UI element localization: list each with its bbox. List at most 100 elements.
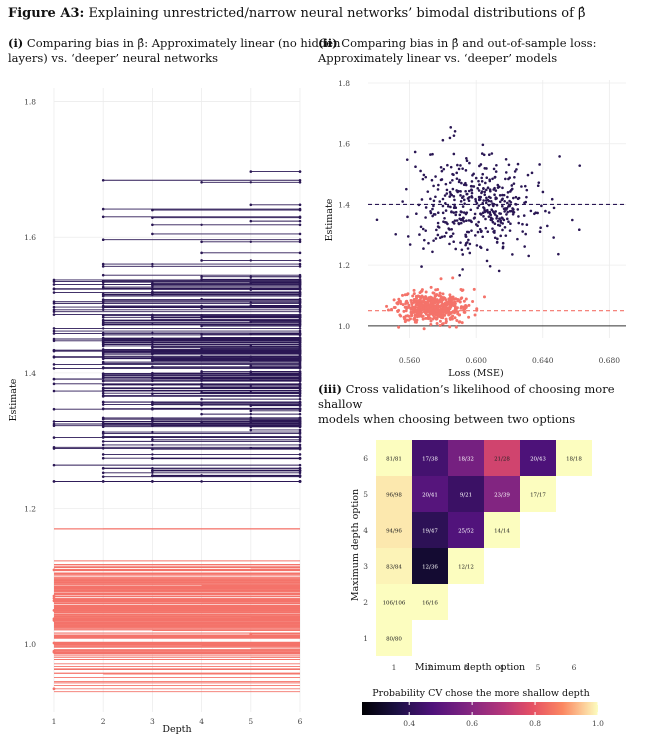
- panel-ii-deep-point: [441, 204, 445, 208]
- panel-i-deep-point: [200, 251, 203, 255]
- figure-title: Figure A3: Explaining unrestricted/narro…: [8, 6, 586, 21]
- heatmap-cell-label: 14/14: [494, 529, 510, 535]
- panel-ii-deep-point: [470, 180, 474, 183]
- panel-ii-deep-point: [455, 219, 459, 222]
- panel-ii-deep-point: [405, 158, 409, 161]
- panel-ii-deep-point: [469, 208, 473, 212]
- panel-i-deep-point: [101, 362, 105, 365]
- panel-ii-deep-point: [451, 187, 455, 191]
- panel-ii-deep-point: [483, 190, 487, 194]
- panel-i-deep-point: [101, 273, 105, 277]
- panel-ii-deep-point: [495, 217, 498, 220]
- panel-i-deep-point: [200, 336, 203, 339]
- panel-i-deep-point: [298, 275, 302, 279]
- panel-ii-linear-point: [448, 302, 452, 306]
- panel-ii-deep-point: [458, 178, 461, 182]
- panel-ii-deep-point: [504, 171, 508, 174]
- panel-ii-deep-point: [492, 230, 495, 234]
- panel-ii-deep-point: [452, 152, 456, 156]
- panel-ii-deep-point: [478, 183, 481, 186]
- panel-ii-deep-point: [454, 210, 458, 214]
- panel-i-deep-point: [101, 321, 105, 324]
- panel-iii-y-axis-label: Maximum depth option: [350, 489, 361, 601]
- panel-ii-deep-point: [482, 187, 485, 190]
- panel-ii-deep-point: [489, 200, 493, 203]
- panel-i-deep-point: [101, 443, 105, 447]
- panel-i-deep-point: [200, 304, 203, 308]
- panel-ii-deep-point: [539, 226, 542, 230]
- panel-iii-x-tick-label: 5: [536, 663, 541, 672]
- panel-ii-linear-point: [440, 303, 444, 307]
- panel-i-deep-point: [151, 287, 154, 291]
- panel-ii-linear-point: [409, 299, 413, 303]
- panel-i-deep-point: [200, 347, 203, 350]
- panel-i-deep-point: [298, 294, 302, 298]
- heatmap-cell-label: 80/80: [386, 637, 402, 643]
- panel-ii-linear-point: [473, 313, 477, 317]
- panel-ii-deep-point: [423, 238, 426, 242]
- panel-ii-deep-point: [465, 219, 468, 222]
- panel-i-deep-point: [102, 308, 105, 312]
- panel-ii-deep-point: [545, 224, 549, 228]
- panel-ii-linear-point: [467, 303, 471, 307]
- panel-i-deep-point: [298, 216, 302, 219]
- panel-ii-deep-point: [446, 222, 449, 226]
- panel-ii-y-axis-label: Estimate: [324, 198, 335, 241]
- panel-ii-deep-point: [460, 210, 463, 214]
- panel-ii-linear-point: [438, 305, 442, 309]
- panel-i-deep-point: [151, 315, 154, 319]
- panel-iii-x-tick-label: 4: [500, 663, 505, 672]
- panel-i-deep-point: [52, 287, 56, 291]
- panel-ii-deep-point: [477, 179, 480, 183]
- panel-ii-deep-point: [427, 241, 430, 245]
- panel-i-deep-point: [200, 333, 203, 336]
- panel-ii-linear-point: [415, 303, 419, 307]
- panel-i-deep-point: [298, 329, 302, 333]
- legend-tick-label: 0.6: [466, 719, 478, 728]
- panel-ii-linear-point: [410, 314, 414, 318]
- panel-ii-deep-point: [509, 200, 513, 204]
- heatmap-cell: [520, 440, 556, 476]
- panel-ii-linear-point: [412, 317, 416, 321]
- panel-ii-deep-point: [486, 211, 490, 214]
- panel-ii-deep-point: [523, 201, 526, 205]
- panel-ii-deep-point: [429, 197, 432, 201]
- panel-ii-linear-point: [392, 305, 396, 309]
- panel-ii-deep-point: [488, 179, 492, 183]
- panel-ii-deep-point: [496, 186, 500, 189]
- panel-ii-deep-point: [530, 171, 534, 175]
- panel-ii-deep-point: [527, 254, 530, 258]
- panel-ii-deep-point: [456, 190, 459, 194]
- panel-i-estimate-lines: [52, 170, 302, 693]
- panel-ii-deep-point: [461, 253, 465, 256]
- panel-i-deep-point: [151, 424, 154, 427]
- panel-ii-deep-point: [421, 177, 425, 181]
- panel-i-deep-point: [151, 216, 154, 219]
- panel-ii-deep-point: [470, 220, 473, 224]
- panel-ii-deep-point: [450, 210, 453, 214]
- panel-ii-deep-point: [493, 176, 497, 179]
- heatmap-cell: [376, 512, 412, 548]
- panel-ii-deep-point: [484, 181, 487, 185]
- panel-ii-deep-point: [441, 138, 445, 142]
- panel-ii-linear-point: [399, 302, 403, 306]
- panel-ii-deep-point: [513, 175, 516, 179]
- legend-title: Probability CV chose the more shallow de…: [372, 688, 589, 699]
- panel-ii-deep-point: [481, 172, 485, 176]
- panel-ii-deep-point: [448, 190, 452, 194]
- panel-ii-deep-point: [507, 220, 510, 224]
- panel-ii-linear-point: [448, 325, 452, 329]
- panel-ii-deep-point: [513, 170, 517, 173]
- panel-ii-deep-point: [544, 209, 547, 213]
- panel-ii-deep-point: [444, 231, 448, 235]
- panel-ii-deep-point: [484, 226, 488, 230]
- panel-ii-deep-point: [468, 251, 472, 255]
- heatmap-cell-label: 19/47: [422, 529, 438, 535]
- panel-ii-deep-point: [452, 195, 456, 198]
- panel-ii-linear-point: [426, 315, 430, 319]
- panel-ii-deep-point: [512, 182, 516, 185]
- panel-i-deep-point: [101, 294, 105, 298]
- panel-i-deep-point: [101, 432, 105, 435]
- panel-ii-deep-point: [486, 208, 489, 212]
- panel-ii-linear-point: [413, 313, 417, 317]
